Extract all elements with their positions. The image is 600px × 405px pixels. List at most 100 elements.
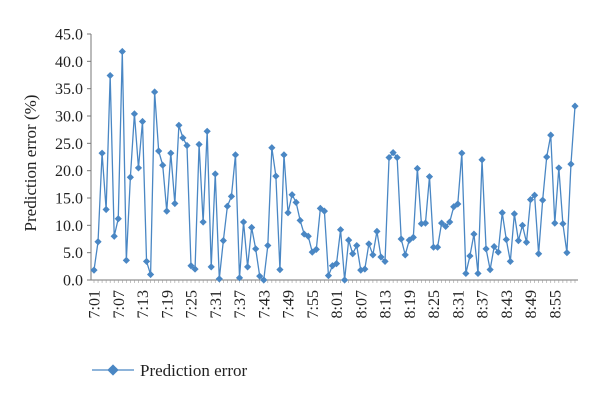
axes [90,34,578,281]
data-point [357,266,365,274]
data-point [151,88,159,96]
y-tick-label: 25.0 [55,136,83,153]
data-point [276,266,284,274]
data-point [365,240,373,248]
y-tick-label: 35.0 [55,81,83,98]
data-point [235,274,244,282]
x-tick-label: 7:55 [305,290,322,318]
data-point [126,173,134,181]
data-point [199,218,207,226]
data-point [114,215,122,223]
data-point [498,209,506,217]
data-point [248,223,256,232]
data-point [304,232,312,240]
data-point [94,238,102,246]
data-point [458,149,466,157]
data-point [502,235,510,244]
data-point [486,266,494,274]
y-axis-title: Prediction error (%) [21,95,40,232]
data-point [369,251,377,259]
data-point [373,227,381,235]
data-point [478,156,486,164]
data-point [381,257,389,266]
x-tick-label: 8:01 [329,290,346,318]
legend-swatch-marker [107,364,119,376]
data-point [98,149,106,157]
data-point [555,164,563,172]
data-point [429,243,438,251]
data-point [296,216,304,225]
data-point [292,198,300,206]
legend-label: Prediction error [140,361,247,380]
x-tick-label: 8:07 [353,290,370,318]
data-point [264,241,272,250]
data-point [409,233,417,241]
data-point [288,191,296,199]
data-point [433,243,442,251]
data-point [203,127,211,135]
x-tick-label: 7:07 [111,290,128,318]
data-point [138,117,147,126]
data-point [385,153,393,162]
data-point [280,151,288,159]
data-point [239,218,248,226]
data-point [90,266,98,274]
data-point [539,196,547,204]
data-point [272,172,280,180]
data-point [563,249,571,257]
data-point [442,222,450,231]
data-point [110,232,118,240]
data-point [215,275,223,283]
data-point [167,149,175,157]
x-tick-label: 7:37 [232,290,249,318]
data-point [179,134,187,142]
data-point [494,248,502,256]
data-point [518,221,527,229]
data-point [324,272,333,280]
y-axis-title-group: Prediction error (%) [21,95,40,232]
data-point [393,153,401,162]
data-point [195,140,203,149]
series-layer [90,47,579,284]
data-point [526,196,535,204]
x-tick-label: 8:49 [523,290,540,318]
data-point [462,269,470,278]
data-point [102,205,110,214]
data-point [421,219,430,227]
data-point [482,245,490,253]
data-point [175,121,183,129]
data-point [506,257,514,266]
data-point [547,131,555,139]
data-point [401,251,409,259]
x-tick-label: 7:49 [281,290,298,318]
data-point [122,256,130,264]
data-point [223,202,231,210]
data-point [377,253,385,261]
data-point [514,237,523,245]
data-point [260,276,268,284]
x-tick-label: 8:37 [475,290,492,318]
x-tick-label: 8:19 [402,290,419,318]
data-point [155,147,163,155]
y-tick-label: 30.0 [55,109,83,126]
data-point [454,200,462,208]
data-point [543,153,551,161]
data-point [106,71,114,80]
data-point [134,164,143,172]
x-tick-label: 8:31 [450,290,467,318]
data-point [361,265,369,273]
x-tick-label: 7:43 [256,290,273,318]
data-point [183,141,191,150]
x-tick-label: 7:01 [87,290,104,318]
data-point [256,272,264,280]
data-point [336,226,345,234]
data-point [252,245,260,253]
data-point [397,235,405,243]
data-point [530,191,539,199]
x-tick-label: 8:13 [378,290,395,318]
data-point [211,170,219,178]
data-point [559,220,567,228]
data-point [187,262,195,270]
data-point [438,219,446,227]
